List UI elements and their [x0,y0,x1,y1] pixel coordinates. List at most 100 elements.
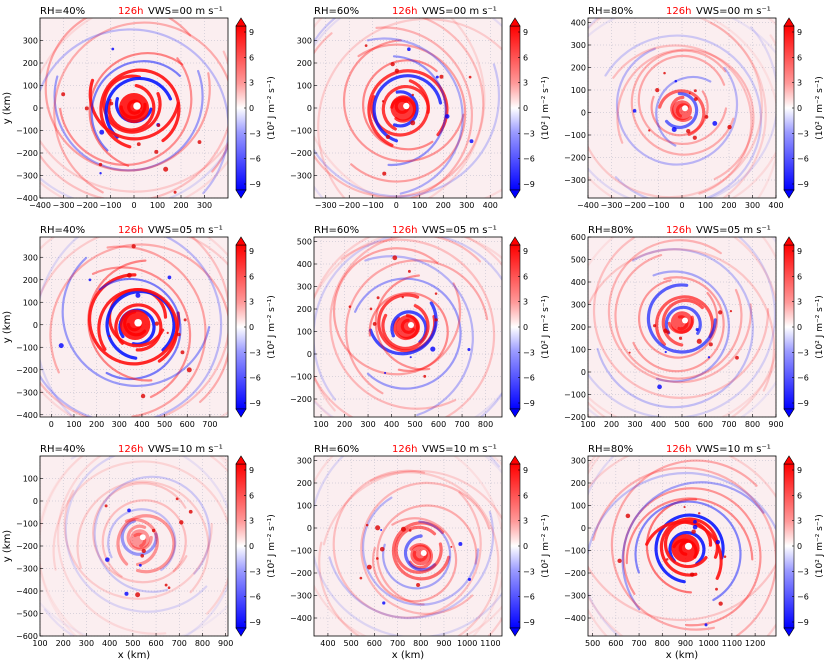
field-band [120,519,158,556]
x-tick-label: 500 [407,420,422,429]
field-speck [99,129,105,135]
field-speck [707,356,711,359]
y-tick-label: 100 [571,502,586,511]
field-speck [98,162,103,167]
field-band [661,298,704,347]
colorbar-tick-label: 6 [249,272,254,281]
y-tick-label: −200 [16,366,38,375]
field-speck [138,563,142,567]
x-tick-label: 600 [367,639,382,648]
colorbar-label: (10² J m⁻² s⁻¹) [267,295,277,359]
field-band [342,39,465,163]
field-band [93,475,211,593]
field-band [53,21,228,194]
y-tick-label: 0 [307,524,312,533]
field-speck [179,520,184,525]
colorbar-tick-label: 0 [797,104,802,113]
x-tick-label: 900 [436,639,451,648]
y-tick-label: −400 [16,587,38,596]
x-tick-label: 700 [172,639,187,648]
x-tick-label: 0 [131,201,136,210]
field-speck [126,272,132,278]
field-speck [376,296,380,300]
field-speck [693,97,698,101]
colorbar-tick-label: −3 [797,348,809,357]
field-band [345,259,489,395]
colorbar-tick-label: 9 [249,247,254,256]
x-tick-label: 200 [89,420,104,429]
panel-time-label: 126h [118,6,143,17]
field-band [659,517,719,577]
field-speck [411,93,415,97]
x-tick-label: 600 [608,639,623,648]
x-tick-label: −100 [362,201,384,210]
x-tick-label: 200 [436,201,451,210]
x-tick-label: 600 [431,420,446,429]
field-band [665,91,699,130]
field-speck [375,525,381,531]
x-tick-label: 400 [768,201,783,210]
field-band [645,520,723,580]
field-band [374,274,431,371]
y-tick-label: 0 [307,104,312,113]
x-tick-label: 100 [32,639,47,648]
colorbar-tick-label: 0 [523,104,528,113]
field-speck [392,255,398,261]
field-band [658,89,706,136]
panel-vws-label: VWS=05 m s⁻¹ [422,225,497,236]
field-band [697,18,767,198]
y-tick-label: −200 [290,149,312,158]
colorbar-arrow-top [509,455,521,465]
field-speck [683,505,686,509]
colorbar-label: (10² J m⁻² s⁻¹) [267,76,277,140]
x-tick-label: 0 [679,201,684,210]
panel-vws-label: VWS=00 m s⁻¹ [422,6,497,17]
x-tick-label: 400 [384,420,399,429]
field-speck [154,321,159,326]
colorbar-label: (10² J m⁻² s⁻¹) [815,76,825,140]
field-band [372,74,443,143]
vortex-core [410,544,432,566]
field-speck [58,343,64,349]
colorbar-tick-label: −3 [797,567,809,576]
field-band [596,18,776,198]
field-band [391,521,451,581]
field-band [615,47,739,166]
colorbar-tick-label: −9 [523,399,535,408]
y-tick-label: 500 [297,238,312,247]
y-tick-label: −200 [16,149,38,158]
field-speck [84,106,89,111]
field-band [98,277,182,381]
x-tick-label: 300 [745,201,760,210]
x-tick-label: 400 [102,639,117,648]
field-band [101,499,187,578]
vortex-eye [684,542,693,550]
colorbar-arrow-bottom [783,408,795,418]
panel-rh-label: RH=40% [40,444,85,455]
grid [314,456,502,636]
field-speck [416,583,421,587]
colorbar-tick-label: 6 [523,491,528,500]
panel-4: 0 100 200 300 400 500 600 700 300 200 100 0 −100 −200… [2,225,277,429]
field-band [314,18,501,198]
field-band [90,60,181,152]
field-speck [183,318,187,322]
field-band [126,524,153,551]
y-tick-label: 400 [571,278,586,287]
y-tick-label: 0 [33,321,38,330]
x-tick-label: 100 [698,201,713,210]
colorbar-tick-label: −6 [249,374,261,383]
vortex-core [670,311,694,334]
field-band [116,514,176,574]
colorbar-tick-label: −9 [797,618,809,627]
field-band [604,34,763,198]
field-speck [617,558,622,563]
y-tick-label: 0 [581,524,586,533]
field-speck [688,92,691,95]
colorbar-tick-label: 3 [797,79,802,88]
vortex-eye [139,534,146,541]
field-band [107,508,177,572]
field-speck [380,528,383,531]
field-band [40,237,228,417]
colorbar-tick-label: −3 [523,348,535,357]
